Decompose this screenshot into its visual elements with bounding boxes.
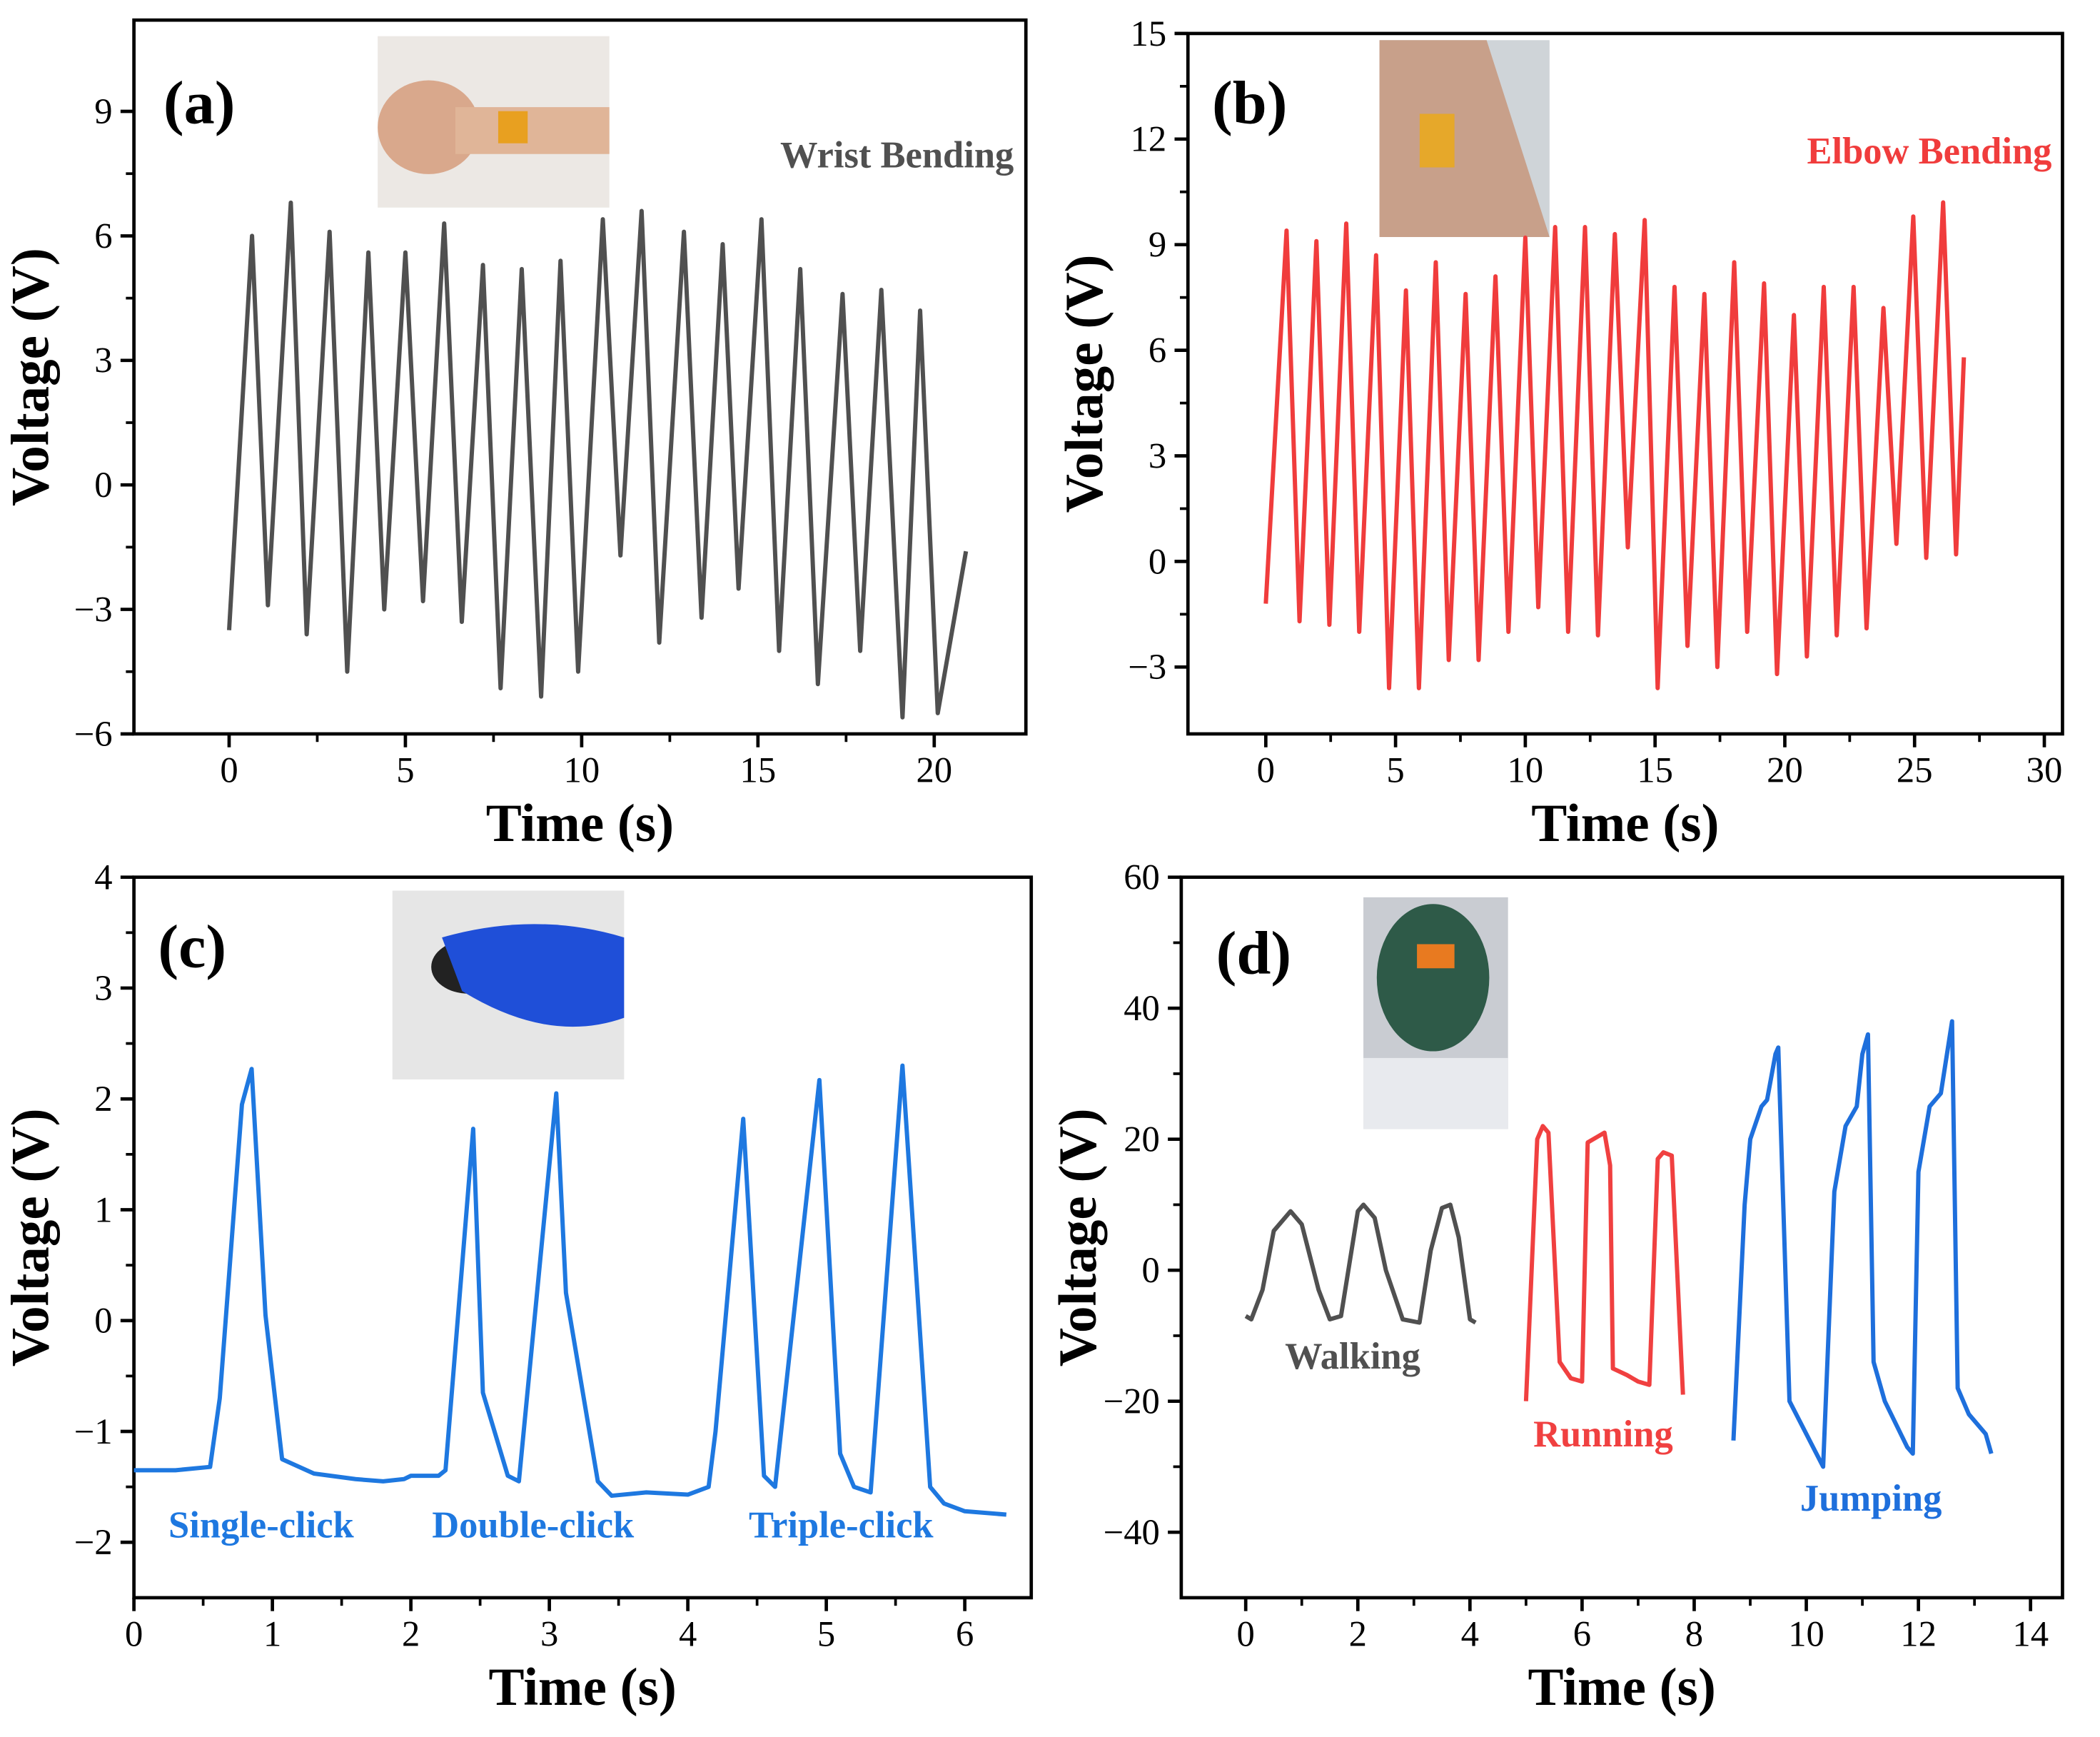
annotation: Double-click: [432, 1505, 635, 1546]
y-tick-label: 0: [94, 465, 112, 505]
y-tick-label: 15: [1131, 14, 1167, 54]
y-tick-label: −1: [74, 1411, 113, 1451]
x-tick-label: 5: [396, 750, 414, 790]
photo-d: [1363, 897, 1508, 1129]
y-axis-title: Voltage (V): [1, 248, 61, 506]
y-tick-label: 0: [94, 1301, 112, 1341]
x-tick-label: 1: [263, 1613, 281, 1653]
x-tick-label: 15: [740, 750, 777, 790]
x-tick-label: 6: [1573, 1613, 1591, 1653]
annotation: Single-click: [168, 1505, 354, 1546]
y-tick-label: 1: [94, 1189, 112, 1229]
x-axis-title: Time (s): [1531, 794, 1719, 853]
plot-frame: [132, 875, 1034, 1600]
y-tick-label: 60: [1124, 857, 1160, 897]
y-tick-label: 3: [94, 968, 112, 1008]
y-tick-label: 3: [94, 341, 112, 381]
photo-b: [1379, 40, 1550, 238]
x-tick-label: 0: [220, 750, 238, 790]
x-tick-label: 15: [1637, 750, 1673, 790]
x-tick-label: 4: [679, 1613, 697, 1653]
x-tick-label: 0: [1237, 1613, 1255, 1653]
x-tick-label: 30: [2026, 750, 2063, 790]
x-axis-title: Time (s): [486, 794, 674, 853]
y-tick-label: −40: [1104, 1512, 1160, 1552]
panel-label: (c): [158, 912, 226, 980]
x-tick-label: 0: [125, 1613, 143, 1653]
panel-label: (a): [163, 69, 236, 137]
data-line: [1523, 1124, 1685, 1401]
data-line: [133, 1063, 1007, 1517]
y-tick-label: 3: [1149, 435, 1166, 475]
x-tick-label: 0: [1257, 750, 1275, 790]
y-tick-label: 6: [1149, 330, 1166, 370]
series-label: Elbow Bending: [1807, 131, 2051, 172]
y-tick-label: 40: [1124, 988, 1160, 1028]
y-tick-label: 6: [94, 216, 112, 256]
x-tick-label: 25: [1897, 750, 1933, 790]
y-tick-label: −3: [74, 589, 113, 629]
y-tick-label: 4: [94, 857, 112, 897]
y-tick-label: 12: [1131, 119, 1167, 159]
y-tick-label: 2: [94, 1079, 112, 1119]
x-axis-title: Time (s): [489, 1658, 677, 1717]
x-tick-label: 20: [1767, 750, 1803, 790]
y-tick-label: 20: [1124, 1119, 1160, 1159]
photo-a: [378, 36, 610, 208]
x-tick-label: 12: [1900, 1613, 1937, 1653]
data-line: [226, 200, 969, 720]
photo-c: [392, 890, 625, 1079]
x-tick-label: 10: [564, 750, 600, 790]
x-tick-label: 14: [2012, 1613, 2049, 1653]
y-tick-label: −2: [74, 1522, 113, 1562]
y-tick-label: 0: [1149, 541, 1166, 581]
x-tick-label: 4: [1461, 1613, 1479, 1653]
series-label: Jumping: [1800, 1478, 1942, 1519]
x-tick-label: 3: [540, 1613, 558, 1653]
plot-frame: [1179, 875, 2064, 1600]
y-tick-label: −3: [1128, 647, 1166, 687]
x-tick-label: 8: [1685, 1613, 1703, 1653]
y-tick-label: 9: [1149, 225, 1166, 265]
data-line: [1244, 1202, 1477, 1325]
series-label: Running: [1533, 1414, 1673, 1455]
x-tick-label: 5: [817, 1613, 835, 1653]
annotation: Triple-click: [749, 1505, 934, 1546]
y-axis-title: Voltage (V): [1055, 255, 1114, 513]
y-tick-label: −6: [74, 714, 113, 754]
series-label: Walking: [1285, 1336, 1420, 1377]
x-axis-title: Time (s): [1528, 1658, 1716, 1717]
y-tick-label: −20: [1104, 1381, 1160, 1421]
panel-label: (d): [1216, 919, 1291, 987]
series-label: Wrist Bending: [780, 134, 1014, 176]
x-tick-label: 2: [402, 1613, 420, 1653]
x-tick-label: 10: [1788, 1613, 1824, 1653]
data-line: [1731, 1019, 1994, 1469]
x-tick-label: 6: [956, 1613, 974, 1653]
x-tick-label: 2: [1349, 1613, 1367, 1653]
plot-frame: [132, 18, 1028, 736]
y-axis-title: Voltage (V): [1049, 1108, 1108, 1366]
y-tick-label: 9: [94, 91, 112, 131]
x-tick-label: 20: [916, 750, 952, 790]
y-axis-title: Voltage (V): [1, 1108, 61, 1366]
x-tick-label: 5: [1386, 750, 1404, 790]
x-tick-label: 10: [1508, 750, 1544, 790]
y-tick-label: 0: [1142, 1250, 1160, 1290]
data-line: [1263, 200, 1967, 690]
plot-frame: [1186, 31, 2064, 736]
panel-label: (b): [1212, 69, 1287, 137]
